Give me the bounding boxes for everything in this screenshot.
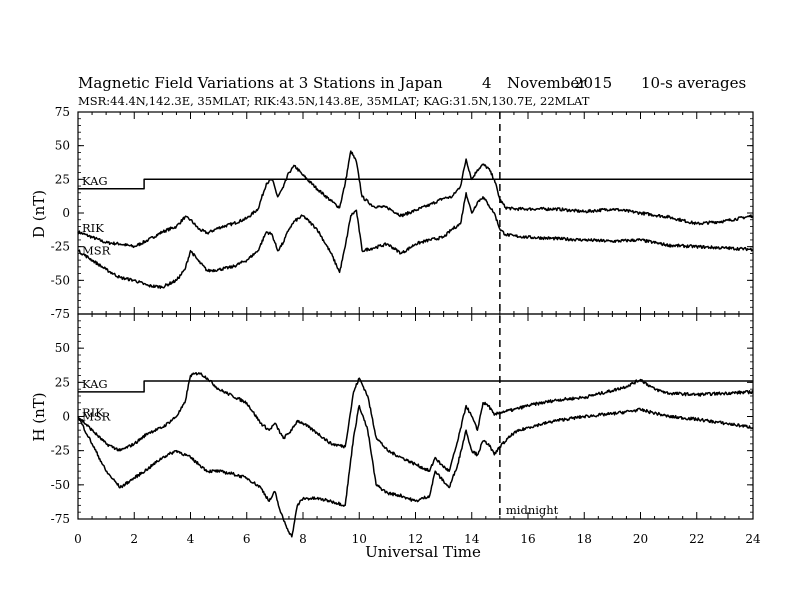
x-tick-label: 12 — [408, 532, 423, 546]
d-panel-frame — [77, 111, 754, 315]
d-axis-label: D (nT) — [30, 190, 48, 238]
h-ytick-label: -25 — [51, 444, 70, 458]
h-station-label-kag: KAG — [82, 377, 108, 391]
stations-subtitle: MSR:44.4N,142.3E, 35MLAT; RIK:43.5N,143.… — [78, 94, 590, 108]
chart-title: Magnetic Field Variations at 3 Stations … — [78, 74, 443, 92]
x-tick-label: 2 — [130, 532, 138, 546]
h-series-rik — [77, 372, 754, 473]
h-axis-label: H (nT) — [30, 392, 48, 441]
d-station-label-msr: MSR — [82, 244, 111, 258]
x-tick-label: 10 — [352, 532, 367, 546]
d-series-kag — [78, 178, 753, 190]
h-ytick-label: -50 — [51, 478, 70, 492]
h-station-label-rik: RIK — [82, 406, 104, 420]
d-ytick-label: 75 — [55, 105, 70, 119]
d-ytick-label: -25 — [51, 240, 70, 254]
d-ytick-label: -50 — [51, 273, 70, 287]
d-ytick-label: -75 — [51, 307, 70, 321]
d-ytick-label: 50 — [55, 139, 70, 153]
x-tick-label: 0 — [74, 532, 82, 546]
h-ytick-label: 0 — [62, 410, 70, 424]
date-day: 4 — [482, 74, 492, 92]
d-ytick-label: 0 — [62, 206, 70, 220]
x-tick-label: 20 — [633, 532, 648, 546]
d-series-rik — [77, 150, 754, 249]
x-axis-label: Universal Time — [365, 543, 481, 561]
x-axis-ticks: 0 2 4 6 8 10 12 14 16 18 20 22 24 — [74, 532, 761, 546]
midnight-label: midnight — [506, 503, 559, 517]
d-station-label-rik: RIK — [82, 221, 104, 235]
h-series-msr — [77, 404, 754, 538]
h-ytick-label: 25 — [55, 375, 70, 389]
x-tick-label: 4 — [187, 532, 195, 546]
x-tick-label: 18 — [577, 532, 592, 546]
averaging-label: 10-s averages — [641, 74, 746, 92]
d-panel-traces: KAG RIK MSR — [77, 150, 754, 290]
x-tick-label: 22 — [689, 532, 704, 546]
d-ytick-label: 25 — [55, 172, 70, 186]
h-series-kag — [78, 380, 753, 393]
h-panel-frame — [77, 313, 754, 520]
x-tick-label: 6 — [243, 532, 251, 546]
x-tick-label: 24 — [745, 532, 761, 546]
d-station-label-kag: KAG — [82, 174, 108, 188]
x-tick-label: 14 — [464, 532, 480, 546]
d-series-msr — [77, 192, 754, 290]
x-tick-label: 16 — [520, 532, 535, 546]
x-tick-label: 8 — [299, 532, 307, 546]
h-ytick-label: 50 — [55, 341, 70, 355]
h-ytick-label: -75 — [51, 512, 70, 526]
date-year: 2015 — [574, 74, 612, 92]
date-month: November — [507, 74, 587, 92]
h-station-label-msr: MSR — [82, 410, 111, 424]
h-panel-ticks: 50 25 0 -25 -50 -75 — [51, 313, 754, 526]
